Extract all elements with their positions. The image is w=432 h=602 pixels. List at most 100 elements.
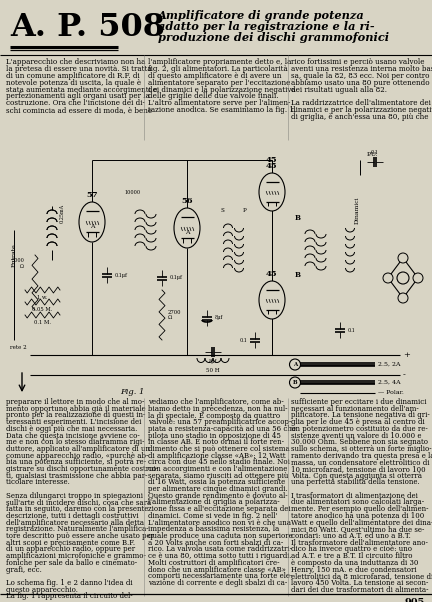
Text: A: A (185, 231, 189, 235)
Circle shape (383, 273, 393, 283)
Text: fig. 2, gli alimentatori. La particolarità: fig. 2, gli alimentatori. La particolari… (148, 65, 288, 73)
Text: 0.1μf: 0.1μf (170, 276, 183, 281)
Text: comune apparecchio radio, «purchè ab-: comune apparecchio radio, «purchè ab- (6, 452, 148, 459)
Text: ce è una 80, ottima sotto tutti i riguardi.: ce è una 80, ottima sotto tutti i riguar… (148, 552, 292, 560)
Text: questo apparecchio.: questo apparecchio. (6, 586, 78, 594)
Text: notevole potenza di uscita, la quale è: notevole potenza di uscita, la quale è (6, 79, 141, 87)
Text: B: B (293, 380, 297, 385)
Text: descrizione, tutti i dettagli costruttivi: descrizione, tutti i dettagli costruttiv… (6, 512, 139, 520)
Text: dimento che si può ottenere col sistema: dimento che si può ottenere col sistema (148, 445, 290, 453)
Text: 0.1: 0.1 (371, 150, 379, 155)
Text: schi comincia ad essere di moda, è bene: schi comincia ad essere di moda, è bene (6, 107, 152, 114)
Text: di 16 Watt, ossia la potenza sufficiente: di 16 Watt, ossia la potenza sufficiente (148, 479, 285, 486)
Text: altri scopi e precisamente come B.F.: altri scopi e precisamente come B.F. (6, 539, 135, 547)
Text: tazione anodica. Se esaminiamo la fig. 1,: tazione anodica. Se esaminiamo la fig. 1… (148, 107, 296, 114)
Text: impedenza a bassisima resistenza, la: impedenza a bassisima resistenza, la (148, 526, 279, 533)
Text: glia per le due 45 è presa al centro di: glia per le due 45 è presa al centro di (291, 418, 425, 426)
Text: pronto per la realizzazione di questi in-: pronto per la realizzazione di questi in… (6, 411, 146, 420)
Text: sufficiente per eccitare i due dinamici: sufficiente per eccitare i due dinamici (291, 398, 426, 406)
Text: dischi è oggi più che mai necessaria.: dischi è oggi più che mai necessaria. (6, 425, 137, 433)
Text: dono che un amplificatore classe «AB»: dono che un amplificatore classe «AB» (148, 565, 286, 574)
Text: 0.1: 0.1 (348, 327, 356, 332)
Text: 30.000 Ohm. Sebbene non sia segnato: 30.000 Ohm. Sebbene non sia segnato (291, 438, 428, 446)
Text: preparare il lettore in modo che al mo-: preparare il lettore in modo che al mo- (6, 398, 144, 406)
Text: di amplificazione classe «AB»: 12 Watt: di amplificazione classe «AB»: 12 Watt (148, 452, 286, 459)
Text: grafi, ecc.: grafi, ecc. (6, 565, 42, 574)
Text: abbiamo usato una 80 pure ottenendo: abbiamo usato una 80 pure ottenendo (291, 79, 430, 87)
Text: -: - (403, 371, 406, 379)
Circle shape (413, 273, 423, 283)
Circle shape (398, 253, 408, 263)
Text: stata aumentata mediante accorgimenti e: stata aumentata mediante accorgimenti e (6, 85, 157, 93)
Text: aventi una resistenza interna molto bas-: aventi una resistenza interna molto bas- (291, 65, 432, 73)
Text: +: + (403, 351, 410, 359)
Text: dinamici e per la polarizzazione negativa: dinamici e per la polarizzazione negativ… (291, 107, 432, 114)
Text: B: B (295, 271, 301, 279)
Text: Il trasformatore dell'alimentatore ano-: Il trasformatore dell'alimentatore ano- (291, 539, 428, 547)
Text: 8μf: 8μf (215, 315, 223, 320)
Text: in classe AB. È noto ormai il forte ren-: in classe AB. È noto ormai il forte ren- (148, 438, 284, 446)
Text: sull'arte di incidere dischi, cosa che sarà: sull'arte di incidere dischi, cosa che s… (6, 498, 151, 506)
Text: La raddrizzatrice dell'alimentatore dei: La raddrizzatrice dell'alimentatore dei (291, 99, 431, 107)
Text: A: A (293, 362, 297, 367)
Text: 0.1 M.: 0.1 M. (34, 320, 51, 325)
Text: 1 w.: 1 w. (37, 295, 48, 300)
Text: la di speciale. È composto da quattro: la di speciale. È composto da quattro (148, 411, 280, 420)
Text: Volta. Con questa aggiunta si otterrà: Volta. Con questa aggiunta si otterrà (291, 472, 422, 480)
Text: 45: 45 (266, 162, 278, 170)
Text: 45: 45 (266, 270, 278, 278)
Text: L'altro alimentatore serve per l'alimen-: L'altro alimentatore serve per l'alimen- (148, 99, 290, 107)
Text: 905: 905 (405, 598, 425, 602)
Text: l'amplificatore propriamente detto e, la: l'amplificatore propriamente detto e, la (148, 58, 291, 66)
Text: alimentatore separato per l'eccitazione: alimentatore separato per l'eccitazione (148, 79, 290, 87)
Text: quale produce una caduta non superiore: quale produce una caduta non superiore (148, 532, 293, 540)
Text: Dinamici: Dinamici (355, 196, 360, 224)
Text: condari: uno ad A.T. ed uno a B.T.: condari: uno ad A.T. ed uno a B.T. (291, 532, 411, 540)
Text: ti, qualsiasi trasmissione che abbia par-: ti, qualsiasi trasmissione che abbia par… (6, 472, 147, 480)
Text: lavoro 450 Volta. La tensione ai secon-: lavoro 450 Volta. La tensione ai secon- (291, 579, 429, 587)
Text: dinamici. Come si vede in fig. 2 nell': dinamici. Come si vede in fig. 2 nell' (148, 512, 277, 520)
Text: rico. La valvola usata come raddrizzatri-: rico. La valvola usata come raddrizzatri… (148, 545, 292, 553)
Text: sa, quale la 82, 83 ecc. Noi per contro: sa, quale la 82, 83 ecc. Noi per contro (291, 72, 429, 80)
Text: l'alimentazione di griglia a polarizza-: l'alimentazione di griglia a polarizza- (148, 498, 280, 506)
Text: sistenze aventi un valore di 10.000 e: sistenze aventi un valore di 10.000 e (291, 432, 422, 439)
Text: perfezionamenti agli organi usati per la: perfezionamenti agli organi usati per la (6, 93, 150, 101)
Text: amplificazioni microfoniche e grammo-: amplificazioni microfoniche e grammo- (6, 552, 146, 560)
Text: circa con due 45 nello stadio finale. Noi: circa con due 45 nello stadio finale. No… (148, 458, 290, 467)
Text: 5000
Ω: 5000 Ω (11, 258, 24, 269)
Circle shape (397, 272, 409, 284)
Text: elettrolitici da 8 microfarad, tensione di: elettrolitici da 8 microfarad, tensione … (291, 572, 432, 580)
Text: L'alimentatore anodico non vi è che una: L'alimentatore anodico non vi è che una (148, 518, 291, 527)
Text: Lo schema fig. 1 e 2 danno l'idea di: Lo schema fig. 1 e 2 danno l'idea di (6, 579, 133, 587)
Text: foniche per sale da ballo e cinemato-: foniche per sale da ballo e cinemato- (6, 559, 137, 567)
Text: Entrate: Entrate (12, 243, 16, 267)
Text: B: B (295, 214, 301, 222)
Text: Questo grande rendimento è dovuto al-: Questo grande rendimento è dovuto al- (148, 492, 288, 500)
Text: 0.25mA: 0.25mA (60, 203, 65, 223)
Text: 50 H: 50 H (206, 368, 220, 373)
Text: 0.1μf: 0.1μf (115, 273, 128, 278)
Text: vediamo che l'amplificatore, come ab-: vediamo che l'amplificatore, come ab- (148, 398, 284, 406)
Ellipse shape (174, 208, 200, 248)
Text: registrazione. Naturalmente l'amplifica-: registrazione. Naturalmente l'amplifica- (6, 526, 149, 533)
Text: 0.05 M.: 0.05 M. (32, 307, 53, 312)
Text: La fig. 1 rappresenta il circuito del-: La fig. 1 rappresenta il circuito del- (6, 592, 133, 600)
Ellipse shape (259, 173, 285, 211)
Text: ramento derivando tra questa presa e la: ramento derivando tra questa presa e la (291, 452, 432, 459)
Text: adatto per la registrazione e la ri-: adatto per la registrazione e la ri- (158, 21, 375, 32)
Text: mici 80 Watt. Quest'ultimo ha due se-: mici 80 Watt. Quest'ultimo ha due se- (291, 526, 424, 533)
Text: di un comune amplificatore di R.F. di: di un comune amplificatore di R.F. di (6, 72, 140, 80)
Text: A: A (90, 225, 94, 229)
Text: necessari al funzionamento dell'am-: necessari al funzionamento dell'am- (291, 405, 419, 413)
Text: massa, un condensatore elettrolitico di: massa, un condensatore elettrolitico di (291, 458, 429, 467)
Text: separata, siamo riusciti ad ottenere più: separata, siamo riusciti ad ottenere più (148, 472, 289, 480)
Text: rico fortissimi e perciò usano valvole: rico fortissimi e perciò usano valvole (291, 58, 425, 66)
Text: vazione di corrente e degli sbalzi di ca-: vazione di corrente e degli sbalzi di ca… (148, 579, 287, 587)
Text: a 20 Volts anche con forti sbalzi di ca-: a 20 Volts anche con forti sbalzi di ca- (148, 539, 283, 547)
Text: Fig. 1: Fig. 1 (120, 388, 144, 396)
Text: delle griglie delle due valvole finali.: delle griglie delle due valvole finali. (148, 93, 279, 101)
Text: S: S (220, 208, 224, 213)
Text: ad A.T. e tre a B.T. Il circuito filtro: ad A.T. e tre a B.T. Il circuito filtro (291, 552, 413, 560)
Text: 57: 57 (86, 191, 98, 199)
Text: dari dei due trasformatori di alimenta-: dari dei due trasformatori di alimenta- (291, 586, 429, 594)
